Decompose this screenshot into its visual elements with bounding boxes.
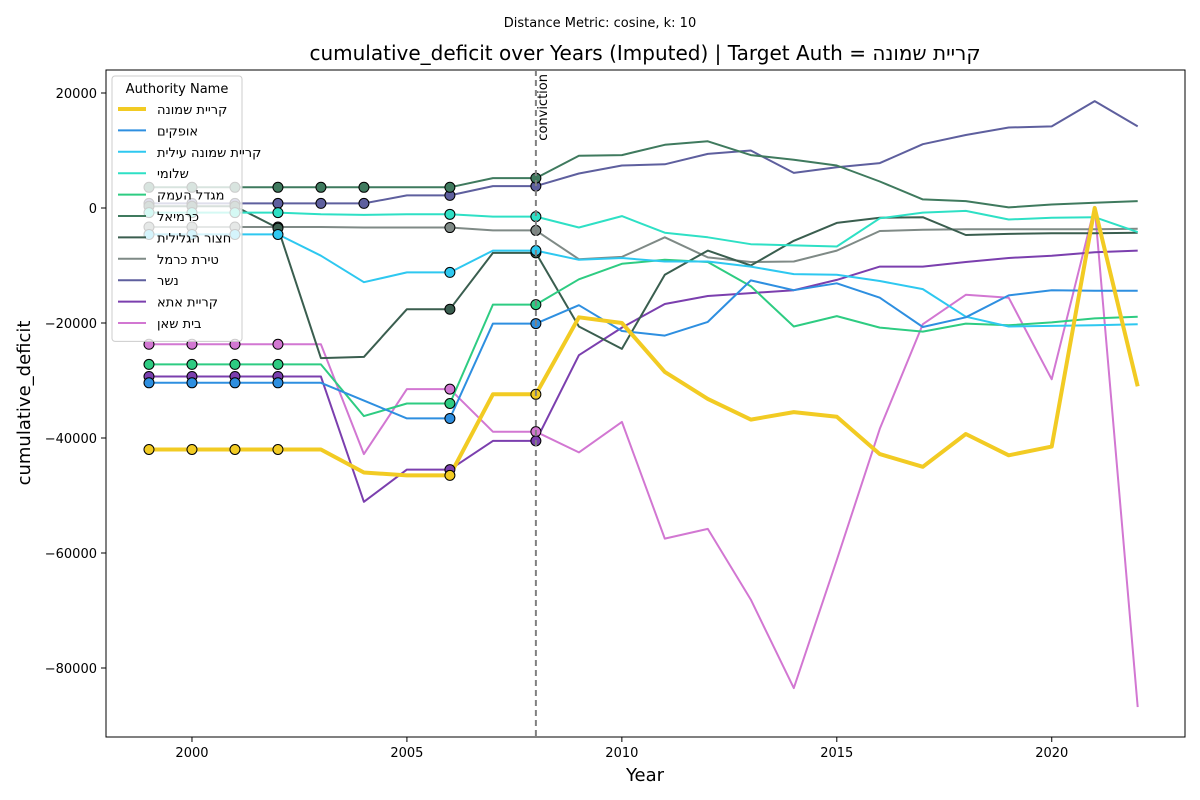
legend-entry: נשר: [157, 274, 179, 289]
imputed-point: [444, 412, 456, 424]
imputed-point: [315, 197, 327, 209]
y-tick-label: 20000: [56, 87, 97, 102]
legend-entry: טירת כרמל: [157, 253, 219, 268]
x-tick-label: 2005: [390, 746, 423, 761]
x-tick-label: 2010: [605, 746, 638, 761]
imputed-point: [272, 358, 284, 370]
y-tick-label: −60000: [45, 547, 97, 562]
imputed-point: [444, 303, 456, 315]
chart-title: cumulative_deficit over Years (Imputed) …: [309, 41, 980, 65]
imputed-point: [358, 197, 370, 209]
conviction-label: conviction: [536, 74, 551, 141]
imputed-point: [272, 444, 284, 455]
imputed-point: [272, 377, 284, 389]
imputed-point: [444, 222, 456, 234]
y-tick-label: −40000: [45, 432, 97, 447]
x-tick-label: 2015: [820, 746, 853, 761]
series-line-4: [149, 209, 1139, 248]
imputed-point: [444, 181, 456, 193]
series-line-3: [149, 233, 1138, 328]
imputed-point: [444, 383, 456, 395]
legend-title: Authority Name: [126, 82, 229, 97]
imputed-point: [444, 398, 456, 409]
imputed-point: [229, 377, 241, 389]
legend-entry: כרמיאל: [157, 210, 199, 225]
legend-entry: קריית שמונה: [157, 103, 227, 118]
x-tick-label: 2020: [1035, 746, 1068, 761]
imputed-point: [186, 358, 198, 370]
series-line-11: [149, 205, 1139, 708]
series-line-2: [149, 279, 1138, 420]
imputed-point: [229, 444, 241, 455]
imputed-point: [229, 358, 241, 370]
series-line-6: [149, 140, 1138, 209]
imputed-point: [272, 181, 284, 193]
y-tick-label: 0: [89, 202, 97, 217]
y-tick-label: −80000: [45, 662, 97, 677]
imputed-point: [186, 444, 198, 455]
series-line-10: [149, 249, 1138, 503]
legend-entry: חצור הגלילית: [157, 231, 231, 246]
figure-suptitle: Distance Metric: cosine, k: 10: [504, 16, 696, 31]
series-lines: [149, 100, 1140, 708]
legend-entry: קריית שמונה עילית: [157, 146, 261, 161]
series-line-7: [149, 205, 1138, 360]
imputed-point: [272, 228, 284, 240]
imputed-point: [444, 208, 456, 220]
imputed-point: [143, 444, 155, 455]
imputed-point: [358, 181, 370, 193]
series-line-9: [149, 100, 1139, 205]
imputed-point: [444, 469, 456, 481]
plot-background: [106, 70, 1185, 737]
legend-entry: שלומי: [157, 167, 189, 182]
imputed-point: [444, 266, 456, 278]
imputed-point: [315, 181, 327, 193]
plot-area: [105, 69, 1186, 738]
imputed-point: [272, 338, 284, 350]
y-tick-label: −20000: [45, 317, 97, 332]
legend: Authority Name קריית שמונה אופקים קריית שמו…: [111, 75, 261, 342]
x-axis-ticks: 2000 2005 2010 2015 2020: [175, 737, 1068, 761]
legend-entry: מגדל העמק: [157, 189, 225, 204]
legend-entry: בית שאן: [157, 317, 202, 332]
legend-entry: קריית אתא: [157, 296, 218, 311]
legend-box: [111, 75, 243, 342]
imputed-point: [272, 207, 284, 219]
series-line-8: [149, 226, 1138, 263]
x-axis-label: Year: [625, 765, 665, 786]
series-line-1: [149, 206, 1140, 478]
y-axis-label: cumulative_deficit: [14, 321, 35, 486]
imputed-point: [143, 377, 155, 389]
legend-entry: אופקים: [157, 124, 198, 139]
series-line-5: [149, 258, 1138, 418]
x-tick-label: 2000: [175, 746, 208, 761]
imputed-point: [143, 358, 155, 370]
conviction-annotation: conviction: [534, 70, 551, 737]
imputed-point: [186, 377, 198, 389]
imputed-point: [272, 197, 284, 209]
y-axis-ticks: −80000 −60000 −40000 −20000 0 20000: [45, 87, 106, 677]
axes-frame: [105, 69, 1186, 738]
